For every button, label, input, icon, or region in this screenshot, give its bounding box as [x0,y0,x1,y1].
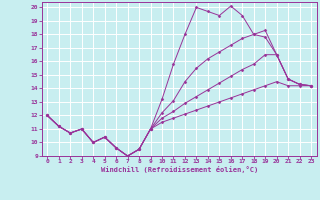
X-axis label: Windchill (Refroidissement éolien,°C): Windchill (Refroidissement éolien,°C) [100,166,258,173]
